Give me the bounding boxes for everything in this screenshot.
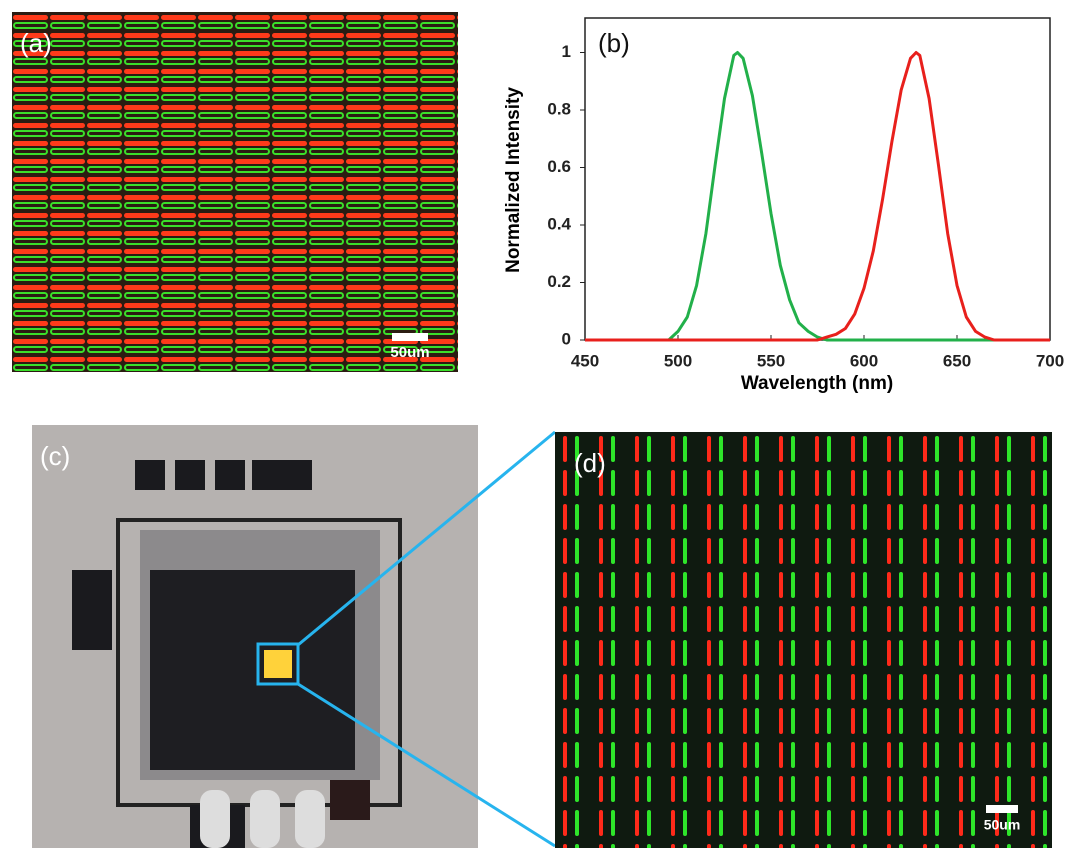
- y-tick-label: 1: [562, 42, 571, 61]
- y-tick-label: 0.4: [547, 214, 571, 233]
- plot-frame: [584, 17, 1051, 341]
- micrograph-d: [555, 432, 1052, 848]
- y-tick-label: 0.6: [547, 157, 571, 176]
- spectrum-line: [585, 51, 1050, 342]
- scale-bar-label: 50um: [984, 817, 1021, 833]
- x-tick-label: 500: [664, 351, 692, 370]
- x-tick-label: 600: [850, 351, 878, 370]
- panel-label: (b): [598, 28, 630, 58]
- y-tick-label: 0.8: [547, 99, 571, 118]
- panel-label: (a): [20, 28, 52, 58]
- x-tick-label: 550: [757, 351, 785, 370]
- panel-label: (c): [40, 441, 70, 471]
- x-tick-label: 650: [943, 351, 971, 370]
- x-tick-label: 700: [1036, 351, 1064, 370]
- zoom-line: [297, 682, 556, 848]
- panel-label: (d): [574, 448, 606, 478]
- zoom-line: [297, 430, 556, 647]
- x-axis-label: Wavelength (nm): [741, 373, 893, 394]
- scale-bar: [986, 805, 1018, 813]
- scale-bar: [392, 333, 428, 341]
- spectrum-chart: (b) Wavelength (nm) Normalized Intensity…: [503, 17, 1064, 394]
- micrograph-a: [12, 12, 458, 372]
- y-tick-label: 0: [562, 329, 571, 348]
- y-tick-label: 0.2: [547, 272, 571, 291]
- photo-c: [32, 425, 478, 848]
- scale-bar-label: 50um: [390, 344, 429, 361]
- y-axis-label: Normalized Intensity: [503, 87, 524, 273]
- x-tick-label: 450: [571, 351, 599, 370]
